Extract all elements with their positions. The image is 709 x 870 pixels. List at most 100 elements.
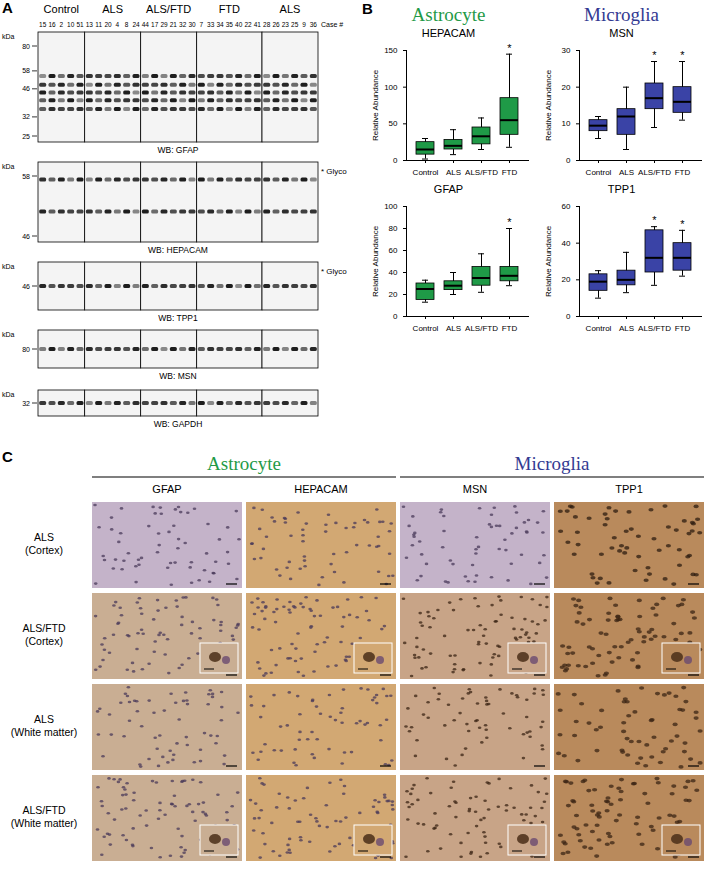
svg-text:11: 11 (95, 21, 102, 28)
svg-text:25: 25 (291, 21, 299, 28)
svg-text:ALS/FTD: ALS/FTD (146, 3, 191, 15)
svg-text:0: 0 (393, 156, 398, 165)
svg-text:HEPACAM: HEPACAM (294, 483, 348, 495)
svg-text:150: 150 (384, 46, 398, 55)
svg-text:0: 0 (566, 312, 571, 321)
svg-text:FTD: FTD (219, 3, 240, 15)
svg-text:*: * (680, 49, 685, 61)
svg-text:Control: Control (413, 324, 439, 333)
svg-text:ALS/FTD: ALS/FTD (638, 324, 671, 333)
svg-text:Relative Abundance: Relative Abundance (544, 225, 553, 297)
svg-text:30: 30 (562, 46, 571, 55)
svg-text:Control: Control (44, 3, 79, 15)
svg-text:Microglia: Microglia (515, 453, 590, 474)
svg-text:2: 2 (60, 21, 64, 28)
svg-text:8: 8 (125, 21, 129, 28)
svg-text:ALS/FTD: ALS/FTD (465, 168, 498, 177)
svg-text:60: 60 (389, 246, 398, 255)
svg-text:A: A (2, 0, 13, 16)
svg-text:21: 21 (170, 21, 178, 28)
svg-text:Relative Abundance: Relative Abundance (371, 69, 380, 141)
svg-text:kDa: kDa (2, 263, 15, 270)
svg-text:15: 15 (39, 21, 47, 28)
svg-text:ALS: ALS (280, 3, 301, 15)
svg-text:17: 17 (151, 21, 159, 28)
svg-text:WB: TPP1: WB: TPP1 (158, 313, 198, 323)
svg-text:*: * (680, 218, 685, 230)
svg-text:WB: HEPACAM: WB: HEPACAM (148, 245, 208, 255)
svg-text:100: 100 (384, 202, 398, 211)
svg-text:100: 100 (384, 83, 398, 92)
svg-text:51: 51 (76, 21, 84, 28)
svg-text:WB: GFAP: WB: GFAP (157, 145, 198, 155)
svg-text:32: 32 (22, 400, 30, 407)
svg-text:* Glyco: * Glyco (321, 267, 347, 276)
svg-text:0: 0 (393, 312, 398, 321)
svg-text:29: 29 (160, 21, 168, 28)
svg-text:10: 10 (562, 119, 571, 128)
svg-text:ALS: ALS (34, 713, 54, 725)
svg-text:Relative Abundance: Relative Abundance (544, 69, 553, 141)
svg-text:9: 9 (302, 21, 306, 28)
svg-text:20: 20 (562, 83, 571, 92)
svg-text:FTD: FTD (502, 168, 518, 177)
svg-text:kDa: kDa (2, 33, 15, 40)
svg-text:80: 80 (22, 346, 30, 353)
svg-text:*: * (507, 216, 512, 228)
svg-text:20: 20 (562, 275, 571, 284)
svg-text:ALS: ALS (446, 324, 461, 333)
svg-text:40: 40 (235, 21, 243, 28)
svg-text:FTD: FTD (675, 324, 691, 333)
svg-text:*: * (652, 214, 657, 226)
svg-text:ALS: ALS (446, 168, 461, 177)
svg-text:ALS/FTD: ALS/FTD (465, 324, 498, 333)
svg-text:24: 24 (132, 21, 140, 28)
svg-text:35: 35 (226, 21, 234, 28)
svg-text:ALS: ALS (102, 3, 123, 15)
svg-text:kDa: kDa (2, 331, 15, 338)
svg-text:46: 46 (22, 283, 30, 290)
svg-text:32: 32 (22, 113, 30, 120)
svg-text:GFAP: GFAP (152, 483, 181, 495)
svg-text:ALS/FTD: ALS/FTD (22, 804, 66, 816)
svg-text:ALS/FTD: ALS/FTD (638, 168, 671, 177)
svg-text:kDa: kDa (2, 391, 15, 398)
svg-text:20: 20 (104, 21, 112, 28)
svg-text:34: 34 (216, 21, 224, 28)
svg-text:25: 25 (22, 133, 30, 140)
svg-text:32: 32 (179, 21, 187, 28)
svg-text:28: 28 (263, 21, 271, 28)
svg-text:ALS: ALS (619, 324, 634, 333)
svg-text:*: * (652, 49, 657, 61)
svg-text:80: 80 (389, 224, 398, 233)
svg-text:80: 80 (22, 43, 30, 50)
svg-text:50: 50 (389, 119, 398, 128)
svg-text:(White matter): (White matter) (11, 817, 78, 829)
svg-text:*: * (507, 42, 512, 54)
svg-text:16: 16 (48, 21, 56, 28)
svg-text:58: 58 (22, 67, 30, 74)
svg-text:* Glyco: * Glyco (321, 167, 347, 176)
svg-text:Control: Control (413, 168, 439, 177)
svg-text:ALS: ALS (619, 168, 634, 177)
svg-text:(White matter): (White matter) (11, 726, 78, 738)
svg-text:10: 10 (67, 21, 75, 28)
svg-text:WB: GAPDH: WB: GAPDH (154, 419, 203, 429)
svg-text:Control: Control (586, 324, 612, 333)
svg-text:ALS/FTD: ALS/FTD (22, 622, 66, 634)
svg-text:4: 4 (116, 21, 120, 28)
svg-text:Case #: Case # (321, 21, 343, 28)
svg-text:kDa: kDa (2, 163, 15, 170)
svg-text:23: 23 (282, 21, 290, 28)
svg-text:33: 33 (207, 21, 215, 28)
svg-text:FTD: FTD (675, 168, 691, 177)
svg-text:60: 60 (562, 202, 571, 211)
svg-text:41: 41 (254, 21, 262, 28)
svg-text:46: 46 (22, 233, 30, 240)
svg-text:MSN: MSN (463, 483, 488, 495)
svg-text:ALS: ALS (34, 531, 54, 543)
svg-text:TPP1: TPP1 (615, 483, 643, 495)
svg-text:(Cortex): (Cortex) (25, 544, 63, 556)
svg-text:26: 26 (272, 21, 280, 28)
svg-text:(Cortex): (Cortex) (25, 635, 63, 647)
